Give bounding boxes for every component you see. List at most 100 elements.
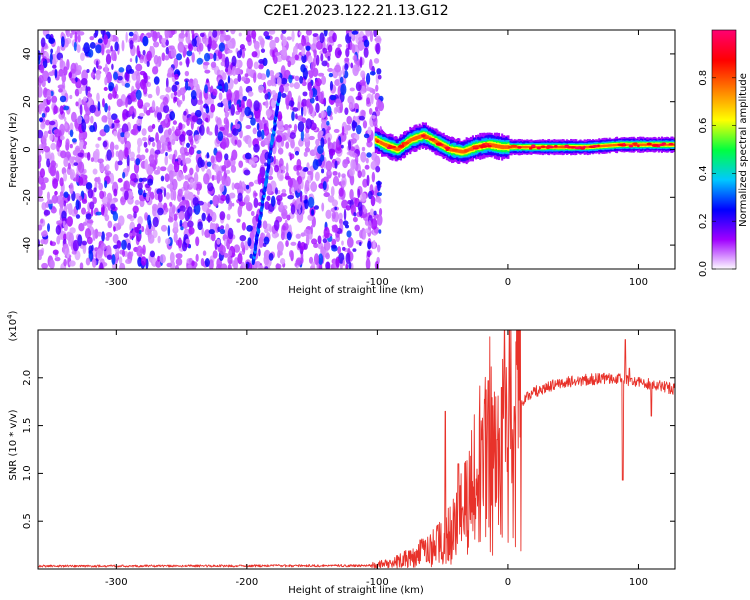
heatmap-cell	[296, 211, 304, 223]
colorbar-strip	[712, 44, 736, 46]
heatmap-cell	[366, 152, 372, 158]
heatmap-cell	[200, 257, 205, 267]
colorbar-strip	[712, 155, 736, 157]
heatmap-cell	[360, 70, 366, 78]
colorbar-strip	[712, 129, 736, 131]
heatmap-cell	[81, 198, 88, 204]
heatmap-cell	[365, 30, 371, 37]
heatmap-cell	[157, 235, 161, 244]
heatmap-cell	[38, 160, 41, 169]
heatmap-cell	[54, 128, 61, 138]
heatmap-cell	[237, 192, 243, 202]
heatmap-cell	[219, 228, 226, 235]
colorbar-strip	[712, 222, 736, 224]
heatmap-cell	[107, 220, 113, 229]
colorbar-strip	[712, 212, 736, 214]
colorbar-strip	[712, 261, 736, 263]
heatmap-cell	[123, 232, 129, 238]
colorbar-strip	[712, 146, 736, 148]
heatmap-cell	[69, 143, 73, 149]
heatmap-cell	[184, 175, 189, 181]
heatmap-cell	[199, 124, 205, 136]
heatmap-cell	[69, 32, 73, 39]
heatmap-cell	[246, 34, 252, 43]
colorbar-strip	[712, 216, 736, 218]
heatmap-cell	[111, 123, 115, 129]
heatmap-cell	[362, 178, 368, 188]
heatmap-cell	[167, 128, 172, 136]
heatmap-cell	[63, 200, 67, 207]
heatmap-cell	[227, 263, 232, 269]
heatmap-cell	[239, 113, 244, 122]
heatmap-cell	[340, 144, 344, 149]
colorbar-strip	[712, 220, 736, 222]
heatmap-cell	[325, 209, 332, 220]
heatmap-cell	[253, 40, 260, 50]
heatmap-cell	[323, 30, 328, 37]
heatmap-cell	[43, 130, 49, 139]
heatmap-cell	[227, 49, 233, 54]
heatmap-cell	[339, 76, 344, 84]
heatmap-cell	[273, 55, 278, 65]
heatmap-cell	[199, 91, 203, 104]
colorbar-strip	[712, 263, 736, 265]
heatmap-cell	[181, 93, 186, 102]
heatmap-cell	[421, 134, 426, 138]
heatmap-cell	[341, 180, 346, 186]
heatmap-cell	[105, 164, 110, 171]
colorbar-strip	[712, 89, 736, 91]
heatmap-cell	[237, 253, 243, 265]
heatmap-cell	[191, 115, 199, 123]
heatmap-cell	[268, 253, 274, 261]
heatmap-cell	[231, 202, 235, 207]
heatmap-cell	[145, 109, 151, 116]
heatmap-cell	[89, 42, 96, 49]
heatmap-cell	[253, 197, 259, 209]
heatmap-cell	[295, 257, 303, 266]
heatmap-cell	[351, 44, 356, 54]
colorbar-strip	[712, 179, 736, 181]
heatmap-cell	[70, 111, 77, 123]
heatmap-cell	[59, 57, 64, 68]
colorbar-strip	[712, 188, 736, 190]
heatmap-cell	[215, 151, 223, 163]
heatmap-cell	[144, 158, 149, 171]
heatmap-cell	[50, 259, 54, 269]
colorbar-strip	[712, 184, 736, 186]
colorbar-strip	[712, 34, 736, 36]
heatmap-cell	[93, 32, 98, 38]
heatmap-cell	[248, 181, 254, 187]
heatmap-cell	[140, 256, 147, 266]
heatmap-cell	[112, 233, 119, 244]
heatmap-cell	[125, 97, 129, 108]
heatmap-cell	[124, 131, 130, 139]
heatmap-cell	[153, 54, 159, 65]
heatmap-cell	[133, 211, 137, 219]
heatmap-cell	[53, 105, 58, 115]
heatmap-cell	[109, 141, 115, 152]
heatmap-cell	[158, 124, 164, 134]
heatmap-cell	[284, 175, 291, 180]
colorbar-strip	[712, 257, 736, 259]
heatmap-cell	[377, 180, 381, 192]
heatmap-cell	[258, 122, 265, 130]
colorbar-strip	[712, 60, 736, 62]
heatmap-cell	[97, 38, 103, 44]
heatmap-cell	[205, 117, 209, 123]
heatmap-cell	[301, 36, 307, 47]
heatmap-cell	[155, 259, 162, 268]
colorbar-strip	[712, 81, 736, 83]
heatmap-cell	[320, 110, 327, 118]
heatmap-cell	[357, 201, 363, 212]
heatmap-cell	[117, 178, 123, 183]
heatmap-cell	[217, 131, 224, 142]
heatmap-cell	[300, 106, 304, 117]
heatmap-cell	[181, 196, 185, 201]
heatmap-cell	[143, 141, 148, 148]
heatmap-cell	[342, 65, 345, 76]
heatmap-cell	[191, 30, 195, 35]
colorbar-strip	[712, 223, 736, 225]
heatmap-cell	[295, 197, 302, 210]
heatmap-cell	[216, 238, 221, 245]
